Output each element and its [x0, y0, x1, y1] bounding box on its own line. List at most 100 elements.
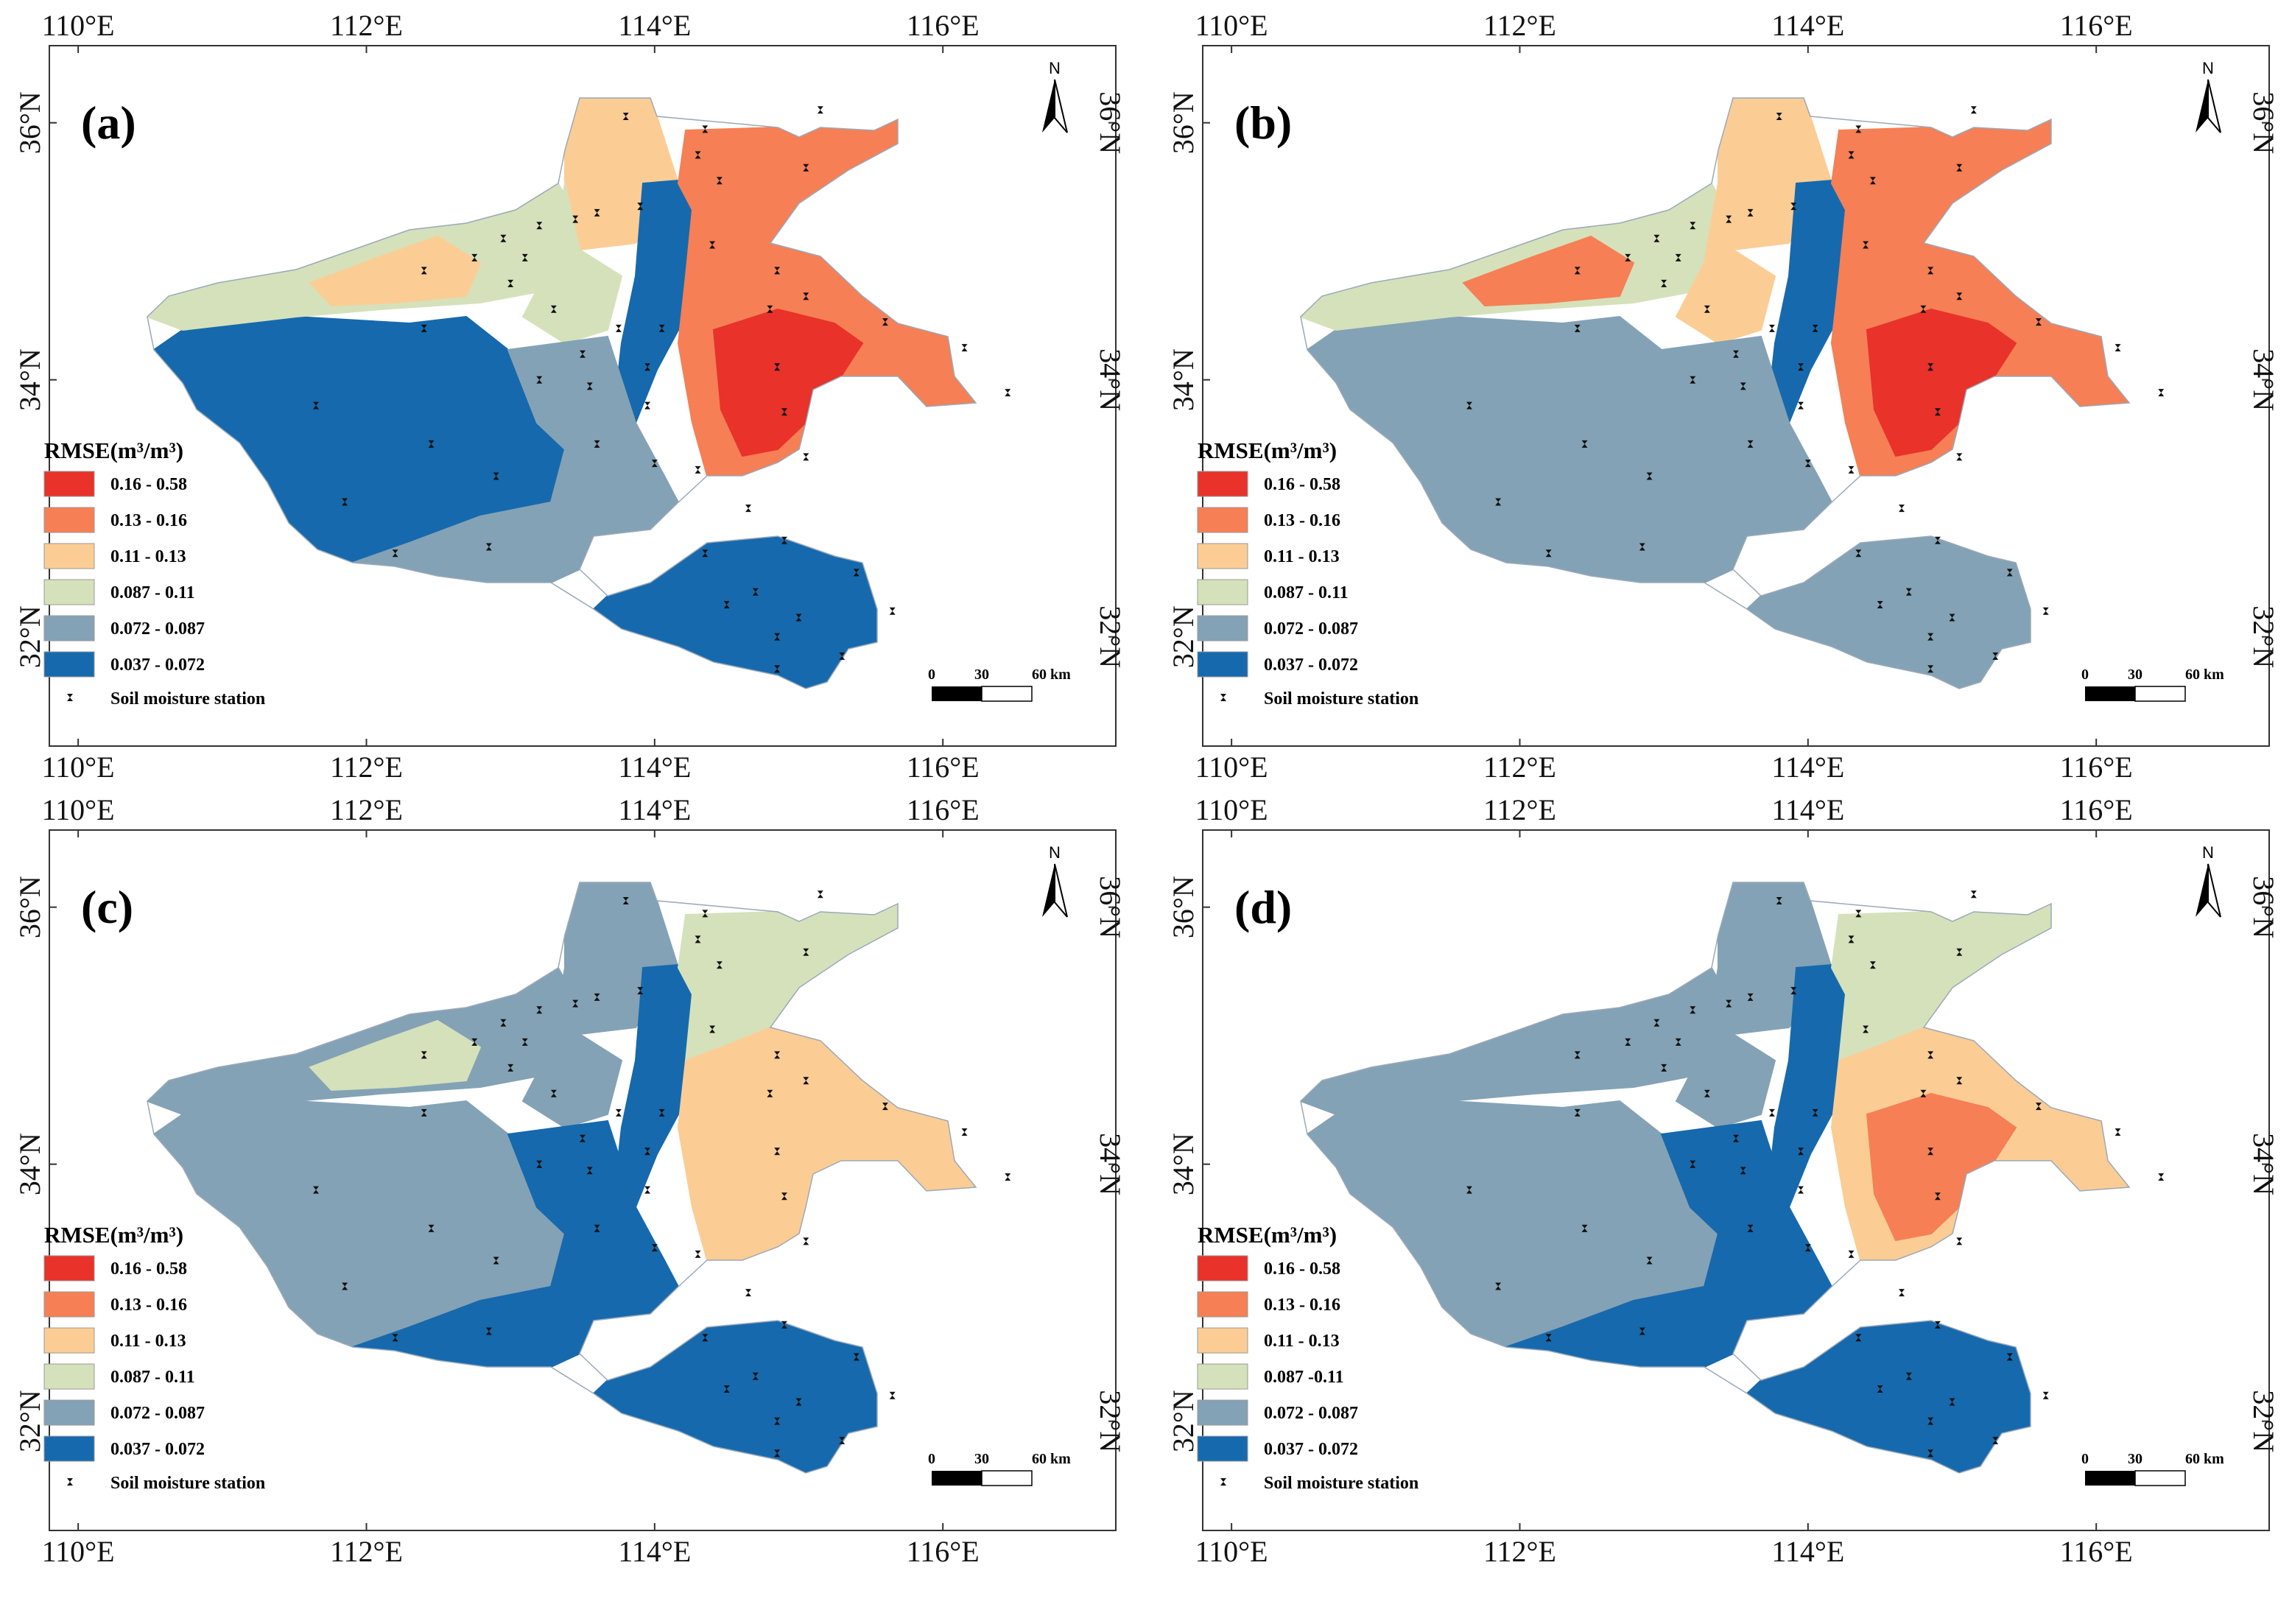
lat-label-left: 32°N: [13, 605, 46, 668]
station-marker: [1848, 151, 1855, 159]
legend-label: 0.16 - 0.58: [110, 1259, 187, 1279]
legend-swatch: [1197, 1399, 1248, 1426]
station-marker: [1848, 465, 1855, 474]
lon-label-top: 114°E: [1771, 793, 1844, 826]
station-marker: [1733, 1134, 1739, 1142]
station-marker: [774, 1147, 781, 1156]
legend-station-label: Soil moisture station: [1264, 689, 1419, 709]
legend-swatch: [43, 1435, 95, 1462]
zone-nw: [1462, 1019, 1635, 1092]
station-marker: [500, 234, 507, 242]
station-marker: [1927, 1417, 1934, 1425]
panel-label: (a): [81, 96, 136, 149]
station-marker: [536, 1160, 543, 1168]
station-marker: [1927, 633, 1934, 641]
station-marker: [1466, 1186, 1472, 1194]
lon-label-bottom: 110°E: [42, 751, 115, 784]
scale-label: 30: [2128, 667, 2142, 683]
legend-title: RMSE(m³/m³): [44, 1222, 183, 1248]
legend-label: 0.087 - 0.11: [110, 1368, 195, 1387]
legend-title: RMSE(m³/m³): [1198, 1222, 1337, 1248]
legend-swatch: [43, 543, 95, 569]
legend-label: 0.11 - 0.13: [1264, 1332, 1340, 1351]
scale-label: 30: [2128, 1451, 2142, 1467]
station-marker: [594, 208, 600, 217]
station-marker: [500, 1019, 507, 1027]
legend-swatch: [1197, 1435, 1248, 1462]
station-marker: [1466, 401, 1472, 409]
station-marker: [961, 344, 968, 352]
legend-label: 0.072 - 0.087: [110, 1404, 205, 1423]
station-marker: [1495, 1282, 1502, 1290]
station-marker: [637, 203, 644, 211]
station-marker: [658, 324, 665, 332]
station-marker: [839, 1436, 846, 1444]
legend-station-icon: [1220, 694, 1226, 701]
station-marker: [342, 498, 348, 506]
station-marker: [1581, 440, 1588, 448]
station-marker: [1574, 1108, 1581, 1117]
station-marker: [781, 408, 787, 416]
station-marker: [594, 440, 600, 448]
station-marker: [702, 910, 709, 918]
legend-swatch: [1197, 507, 1248, 533]
north-arrow-icon-half: [1054, 863, 1068, 918]
station-marker: [1646, 1256, 1653, 1265]
scale-bar-white: [2134, 686, 2186, 702]
scale-bar-white: [2134, 1470, 2186, 1486]
station-marker: [622, 112, 629, 120]
lon-label-top: 110°E: [42, 793, 115, 826]
north-arrow-icon-half: [2207, 863, 2221, 918]
station-marker: [1970, 890, 1977, 899]
station-marker: [651, 1244, 658, 1252]
station-marker: [1956, 453, 1963, 461]
lon-label-bottom: 112°E: [330, 751, 403, 784]
legend-swatch: [1197, 543, 1248, 569]
station-marker: [803, 1077, 809, 1085]
lat-label-left: 32°N: [13, 1390, 46, 1452]
station-marker: [1869, 961, 1876, 969]
station-marker: [622, 896, 629, 904]
lat-label-left: 34°N: [1167, 1133, 1200, 1195]
legend-station-label: Soil moisture station: [110, 1474, 265, 1493]
station-marker: [1863, 241, 1869, 249]
station-marker: [1625, 253, 1631, 261]
station-marker: [889, 607, 896, 615]
station-marker: [889, 1391, 896, 1399]
station-marker: [1704, 1089, 1710, 1097]
station-marker: [1574, 1051, 1581, 1059]
station-marker: [485, 543, 492, 551]
province-boundary: [1300, 97, 2131, 689]
station-marker: [580, 350, 586, 358]
scale-label: 0: [928, 667, 935, 683]
station-marker: [1704, 305, 1710, 313]
station-marker: [1934, 1321, 1941, 1329]
station-marker: [1574, 267, 1581, 275]
station-marker: [781, 1192, 787, 1201]
station-marker: [839, 652, 846, 660]
lat-label-right: 34°N: [1094, 1133, 1125, 1195]
lat-label-left: 34°N: [13, 1133, 46, 1195]
station-marker: [421, 324, 427, 332]
station-marker: [767, 1089, 773, 1097]
station-marker: [493, 472, 499, 480]
legend-swatch: [43, 1327, 95, 1354]
scale-label: 60 km: [1032, 1451, 1071, 1467]
legend-station-label: Soil moisture station: [1264, 1474, 1419, 1493]
legend-label: 0.16 - 0.58: [110, 475, 187, 494]
station-marker: [1863, 1025, 1869, 1033]
station-marker: [485, 1327, 492, 1335]
station-marker: [2115, 344, 2121, 352]
station-marker: [1639, 1327, 1645, 1335]
station-marker: [507, 1064, 514, 1072]
legend-label: 0.087 - 0.11: [1264, 583, 1349, 602]
station-marker: [1747, 1224, 1754, 1232]
station-marker: [1899, 1289, 1905, 1297]
zone-nc: [1675, 183, 1776, 345]
station-marker: [702, 549, 709, 558]
station-marker: [392, 549, 398, 558]
legend-label: 0.087 - 0.11: [110, 583, 195, 602]
scale-bar-black: [2085, 686, 2135, 701]
map-panel-d: 110°E 110°E 112°E 112°E 114°E 114°E 116°E 116°E…: [1164, 792, 2278, 1569]
map-svg: 110°E 110°E 112°E 112°E 114°E 114°E 116°E 116°E…: [13, 9, 1125, 784]
